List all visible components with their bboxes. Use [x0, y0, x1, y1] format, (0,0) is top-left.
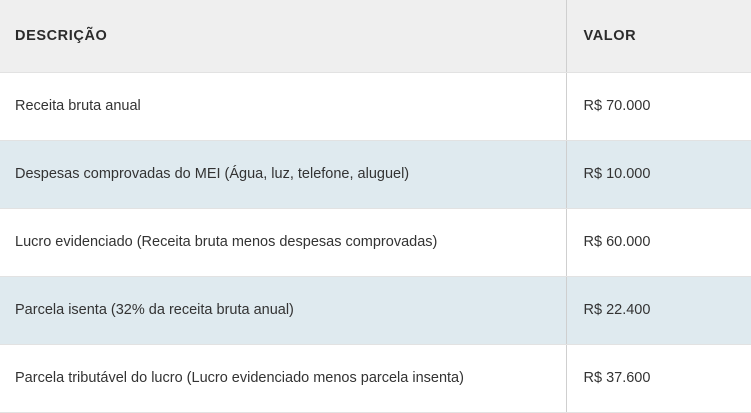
column-header-description: DESCRIÇÃO: [0, 0, 566, 73]
column-header-value: VALOR: [565, 0, 751, 73]
table-row: Receita bruta anual R$ 70.000: [0, 72, 751, 141]
cell-value: R$ 10.000: [565, 140, 751, 209]
cell-value: R$ 22.400: [565, 276, 751, 345]
table-body: Receita bruta anual R$ 70.000 Despesas c…: [0, 72, 751, 413]
table-row: Lucro evidenciado (Receita bruta menos d…: [0, 208, 751, 277]
cell-description: Parcela isenta (32% da receita bruta anu…: [0, 276, 566, 345]
table-row: Parcela isenta (32% da receita bruta anu…: [0, 276, 751, 345]
table-header-row: DESCRIÇÃO VALOR: [0, 0, 751, 73]
cell-description: Despesas comprovadas do MEI (Água, luz, …: [0, 140, 566, 209]
cell-description: Receita bruta anual: [0, 72, 566, 141]
table-row: Despesas comprovadas do MEI (Água, luz, …: [0, 140, 751, 209]
cell-value: R$ 70.000: [565, 72, 751, 141]
cell-description: Parcela tributável do lucro (Lucro evide…: [0, 344, 566, 413]
cell-description: Lucro evidenciado (Receita bruta menos d…: [0, 208, 566, 277]
table-header: DESCRIÇÃO VALOR: [0, 0, 751, 73]
cell-value: R$ 60.000: [565, 208, 751, 277]
table-row: Parcela tributável do lucro (Lucro evide…: [0, 344, 751, 413]
cell-value: R$ 37.600: [565, 344, 751, 413]
